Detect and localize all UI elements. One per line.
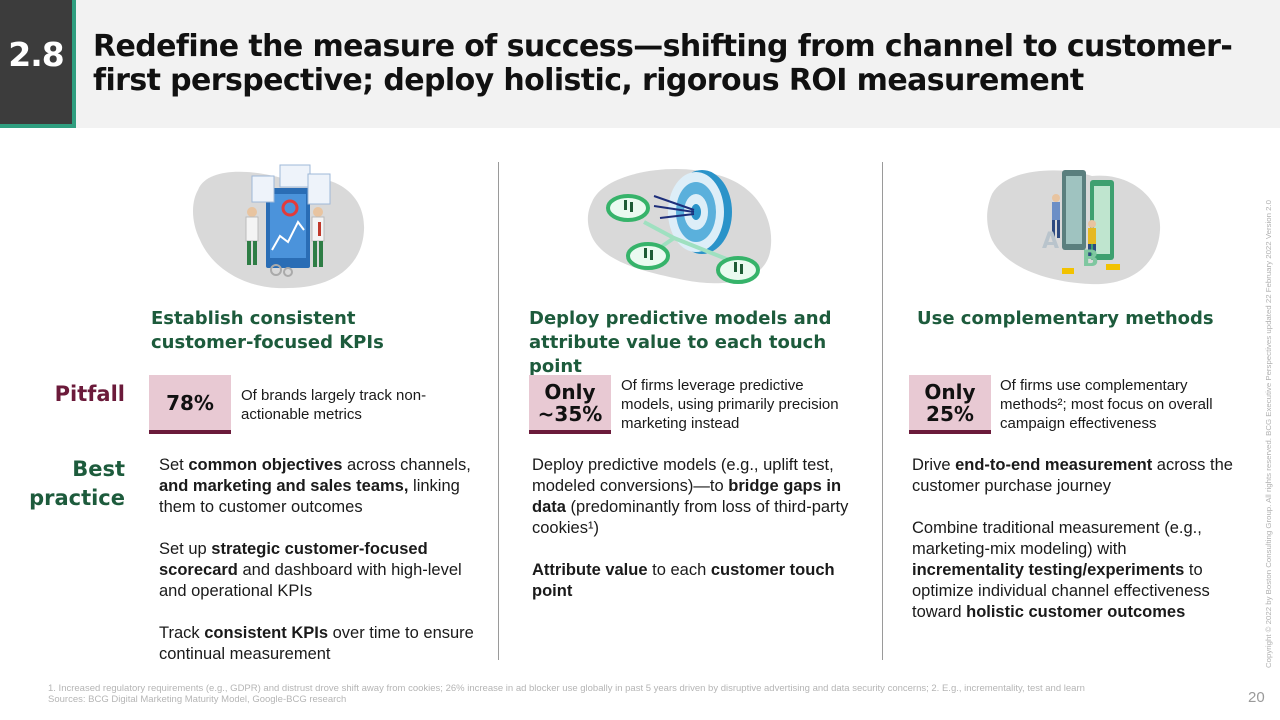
header-band (0, 0, 1280, 128)
best-practice-list: Drive end-to-end measurement across the … (912, 455, 1242, 644)
column-heading: Use complementary methods (917, 308, 1214, 329)
page-number: 20 (1248, 689, 1265, 706)
team-dashboard-illustration (193, 164, 365, 289)
best-practice-list: Set common objectives across channels, a… (159, 455, 484, 686)
section-number: 2.8 (8, 35, 64, 74)
best-practice-item: Deploy predictive models (e.g., uplift t… (532, 456, 849, 537)
svg-text:B: B (1082, 247, 1099, 272)
column-heading: Deploy predictive models and attribute va… (529, 308, 832, 377)
copyright-notice: Copyright © 2022 by Boston Consulting Gr… (1265, 200, 1273, 668)
sources: Sources: BCG Digital Marketing Maturity … (48, 694, 347, 705)
column-heading: Establish consistent customer-focused KPI… (151, 308, 384, 353)
footnote: 1. Increased regulatory requirements (e.… (48, 683, 1085, 694)
best-practice-item: Attribute value to each customer touch p… (532, 561, 835, 600)
page-title: Redefine the measure of success—shifting… (93, 29, 1233, 98)
best-practice-item: Combine traditional measurement (e.g., m… (912, 519, 1210, 621)
best-practice-label: Best practice (29, 457, 125, 510)
target-network-illustration (587, 169, 772, 284)
stat-box: 78% (149, 375, 231, 434)
footnotes: 1. Increased regulatory requirements (e.… (48, 683, 1228, 705)
best-practice-item: Track consistent KPIs over time to ensur… (159, 624, 474, 663)
section-badge: 2.8 (0, 0, 76, 128)
best-practice-item: Drive end-to-end measurement across the … (912, 456, 1233, 495)
stat-box: Only 25% (909, 375, 991, 434)
column-divider (882, 162, 883, 660)
stat-description: Of firms leverage predictive models, usi… (621, 377, 839, 432)
best-practice-item: Set common objectives across channels, a… (159, 456, 471, 516)
stat-description: Of brands largely track non-actionable m… (241, 387, 427, 423)
column-divider (498, 162, 499, 660)
best-practice-item: Set up strategic customer-focused scorec… (159, 540, 462, 600)
svg-text:Copyright © 2022 by Boston Con: Copyright © 2022 by Boston Consulting Gr… (1265, 200, 1273, 668)
stat-description: Of firms use complementary methods²; mos… (1000, 377, 1213, 432)
pitfall-label: Pitfall (54, 382, 125, 406)
ab-testing-illustration: A B (987, 170, 1161, 285)
svg-text:A: A (1042, 229, 1059, 254)
best-practice-list: Deploy predictive models (e.g., uplift t… (532, 455, 857, 623)
stat-box: Only ~35% (529, 375, 611, 434)
